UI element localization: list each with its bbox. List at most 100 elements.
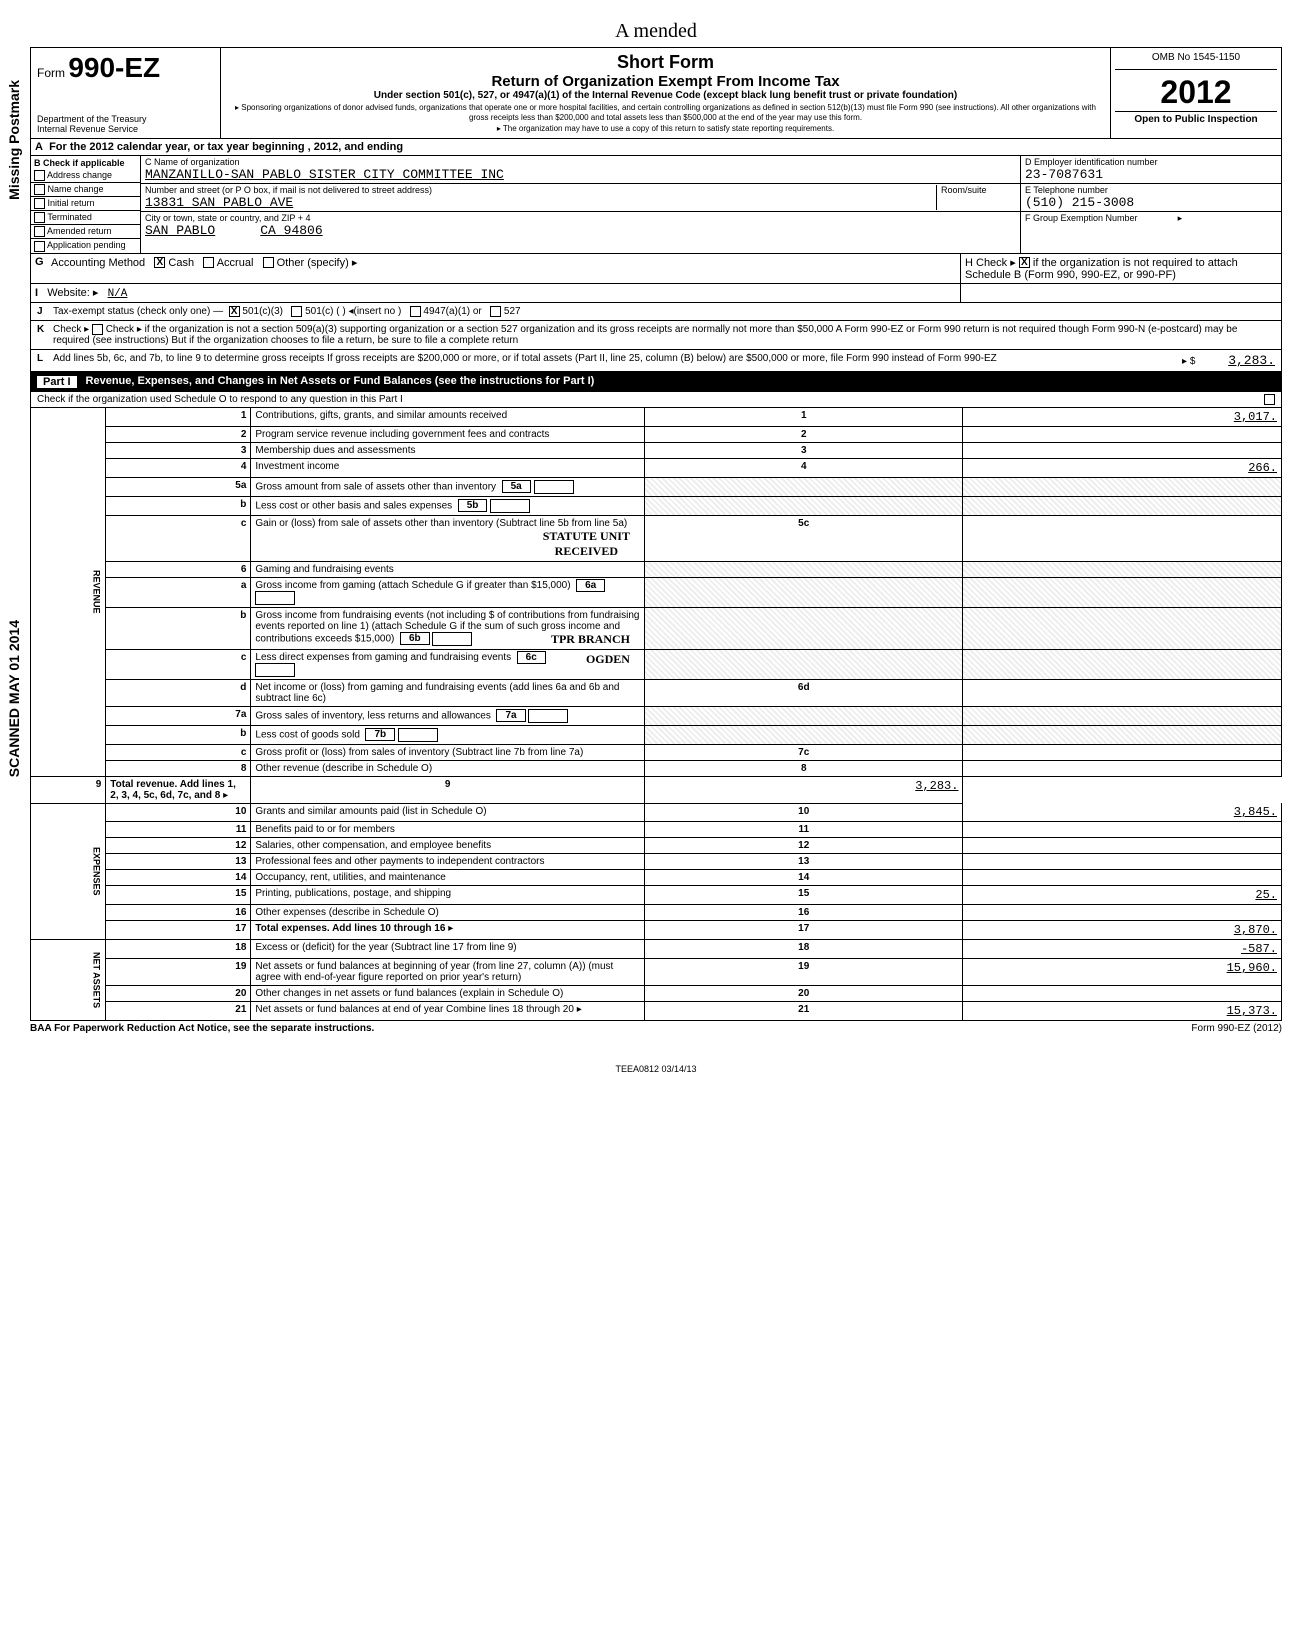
line-box: 17: [644, 921, 962, 940]
line-amt: 15,960.: [963, 959, 1282, 986]
subtitle: Under section 501(c), 527, or 4947(a)(1)…: [229, 90, 1102, 101]
line-amt: 15,373.: [963, 1002, 1282, 1021]
row-g-label: G: [35, 256, 51, 281]
checkbox-terminated[interactable]: [34, 212, 45, 223]
website-label: Website: ▸: [47, 287, 98, 299]
line-num: 16: [106, 905, 251, 921]
line-num: 11: [106, 822, 251, 838]
line-amt: [963, 838, 1282, 854]
checkbox-schedule-b[interactable]: X: [1019, 257, 1030, 268]
scanned-stamp: SCANNED MAY 01 2014: [6, 620, 22, 777]
street-address: 13831 SAN PABLO AVE: [145, 195, 293, 210]
form-number: 990-EZ: [68, 52, 160, 83]
checkbox-other[interactable]: [263, 257, 274, 268]
section-f-arrow: ▸: [1178, 213, 1183, 223]
website-value: N/A: [108, 288, 128, 300]
line-box: 10: [644, 803, 962, 822]
line-box: 3: [644, 442, 962, 458]
line-box: [644, 496, 962, 515]
part-1-title: Revenue, Expenses, and Changes in Net As…: [86, 375, 595, 389]
org-info-block: B Check if applicable Address change Nam…: [30, 156, 1282, 254]
checkbox-501c[interactable]: [291, 306, 302, 317]
form-prefix: Form: [37, 66, 65, 80]
line-box: 6d: [644, 679, 962, 706]
checkbox-app-pending[interactable]: [34, 241, 45, 252]
label-501c3: 501(c)(3): [242, 306, 283, 317]
checkbox-527[interactable]: [490, 306, 501, 317]
line-num: 5a: [106, 477, 251, 496]
line-desc: Membership dues and assessments: [251, 442, 645, 458]
line-num: 3: [106, 442, 251, 458]
line-desc: Other revenue (describe in Schedule O): [251, 760, 645, 776]
line-num: 7a: [106, 706, 251, 725]
tax-year: 2012: [1115, 74, 1277, 111]
line-box: 21: [644, 1002, 962, 1021]
line-box: 18: [644, 940, 962, 959]
line-box: 16: [644, 905, 962, 921]
checkbox-cash[interactable]: X: [154, 257, 165, 268]
row-l-label: L: [37, 353, 53, 368]
line-desc: Printing, publications, postage, and shi…: [251, 886, 645, 905]
line-num: 1: [106, 408, 251, 427]
line-num: 14: [106, 870, 251, 886]
line-amt: [963, 607, 1282, 649]
line-box: 4: [644, 458, 962, 477]
line-desc: Other expenses (describe in Schedule O): [251, 905, 645, 921]
open-inspection: Open to Public Inspection: [1115, 111, 1277, 125]
checkbox-4947[interactable]: [410, 306, 421, 317]
line-num: 15: [106, 886, 251, 905]
line-amt: [963, 725, 1282, 744]
checkbox-initial-return[interactable]: [34, 198, 45, 209]
label-initial-return: Initial return: [48, 198, 95, 208]
label-501c: 501(c) ( ) ◂(insert no ): [305, 306, 401, 317]
line-box: 13: [644, 854, 962, 870]
line-box: 7c: [644, 744, 962, 760]
line-desc: Less cost or other basis and sales expen…: [251, 496, 645, 515]
line-amt: [963, 577, 1282, 607]
checkbox-address-change[interactable]: [34, 170, 45, 181]
line-amt: [963, 679, 1282, 706]
label-cash: Cash: [168, 257, 194, 269]
row-j-label: J: [37, 306, 53, 317]
line-amt: 266.: [963, 458, 1282, 477]
line-desc: Gaming and fundraising events: [251, 561, 645, 577]
line-amt: [963, 870, 1282, 886]
line-num: 6: [106, 561, 251, 577]
line-num: b: [106, 607, 251, 649]
line-desc: Benefits paid to or for members: [251, 822, 645, 838]
line-desc: Gross income from gaming (attach Schedul…: [251, 577, 645, 607]
line-amt: 25.: [963, 886, 1282, 905]
line-box: 15: [644, 886, 962, 905]
line-box: 14: [644, 870, 962, 886]
line-num: 13: [106, 854, 251, 870]
line-desc: Less cost of goods sold 7b: [251, 725, 645, 744]
omb-number: OMB No 1545-1150: [1115, 52, 1277, 70]
line-desc: Gross sales of inventory, less returns a…: [251, 706, 645, 725]
line-desc: Net assets or fund balances at end of ye…: [251, 1002, 645, 1021]
row-l-arrow: ▸ $: [1182, 356, 1195, 367]
row-i-label: I: [35, 287, 38, 299]
section-c-label: C Name of organization: [145, 157, 240, 167]
checkbox-501c3[interactable]: X: [229, 306, 240, 317]
checkbox-509a3[interactable]: [92, 324, 103, 335]
header-note2: ▸ The organization may have to use a cop…: [229, 124, 1102, 134]
line-amt: 3,870.: [963, 921, 1282, 940]
line-desc: Grants and similar amounts paid (list in…: [251, 803, 645, 822]
label-4947: 4947(a)(1) or: [423, 306, 481, 317]
line-box: 11: [644, 822, 962, 838]
line-num: b: [106, 725, 251, 744]
checkbox-accrual[interactable]: [203, 257, 214, 268]
checkbox-schedule-o[interactable]: [1264, 394, 1275, 405]
checkbox-amended[interactable]: [34, 226, 45, 237]
street-label: Number and street (or P O box, if mail i…: [145, 185, 432, 195]
line-box: 5c: [644, 515, 962, 561]
line-desc: Gross income from fundraising events (no…: [251, 607, 645, 649]
section-e-label: E Telephone number: [1025, 185, 1108, 195]
room-suite-label: Room/suite: [941, 185, 987, 195]
line-box: [644, 607, 962, 649]
line-amt: [963, 760, 1282, 776]
checkbox-name-change[interactable]: [34, 184, 45, 195]
line-amt: [963, 854, 1282, 870]
line-amt: [963, 496, 1282, 515]
line-box: [644, 725, 962, 744]
